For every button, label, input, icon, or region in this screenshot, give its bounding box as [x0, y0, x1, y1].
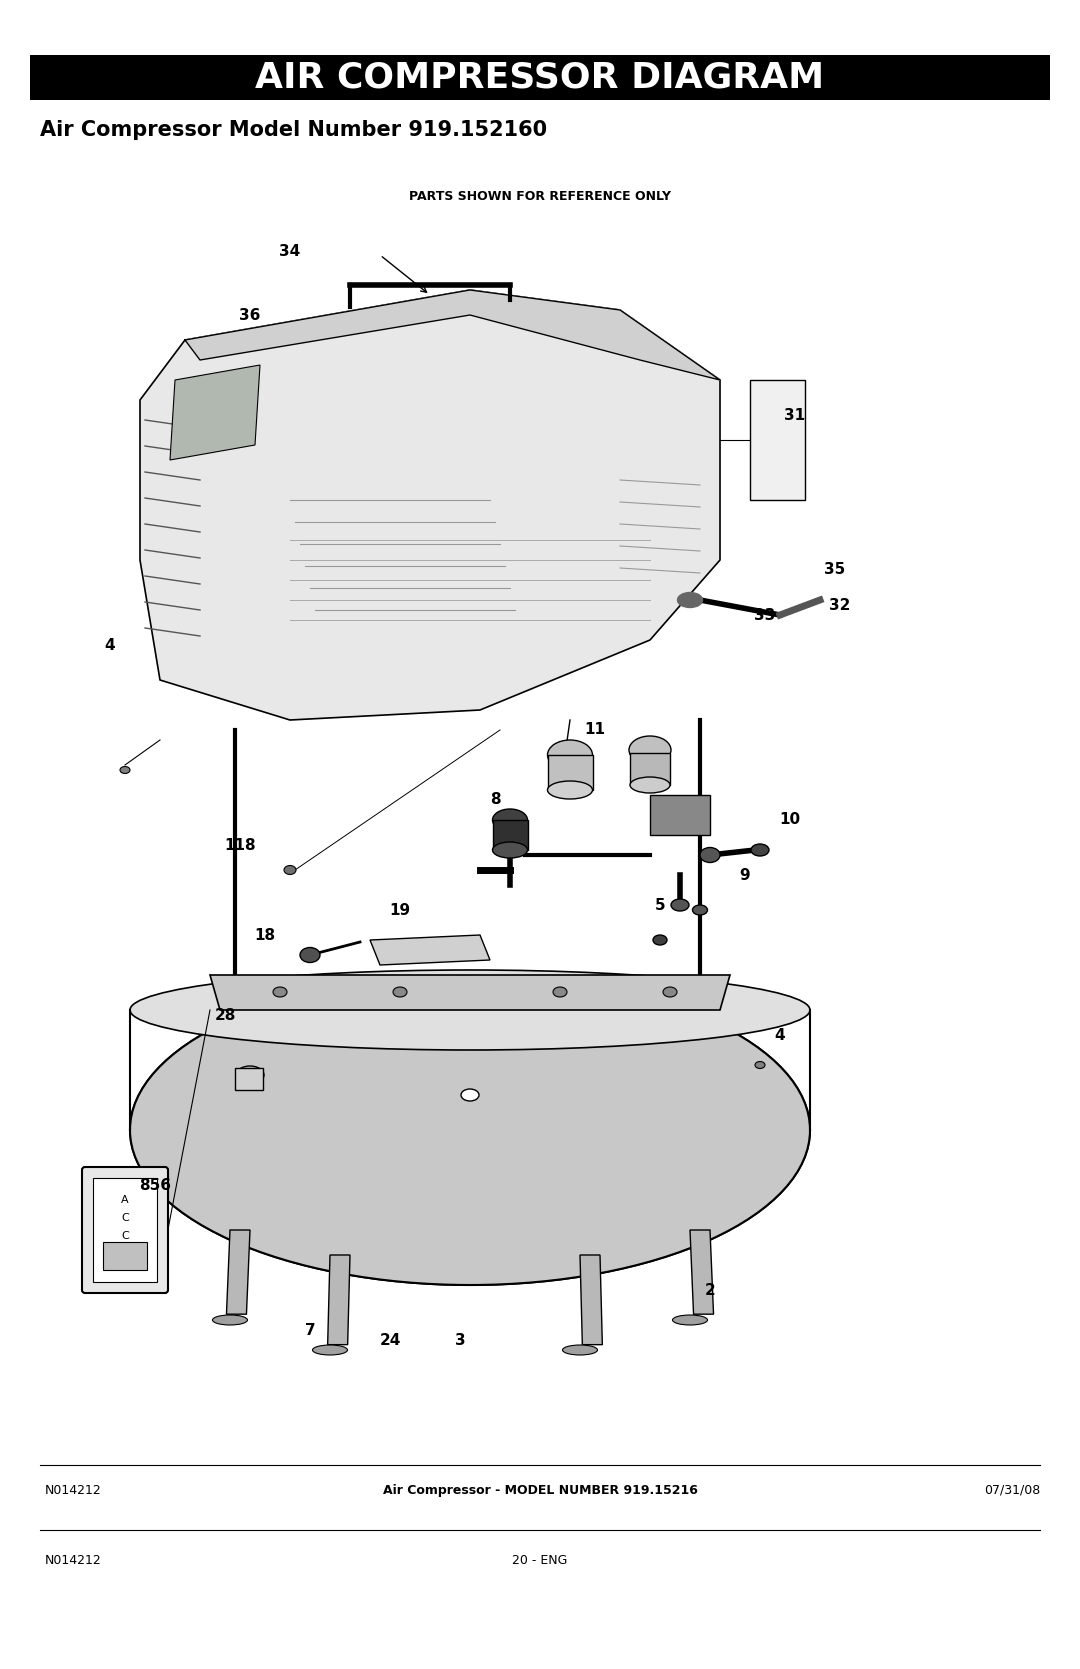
- Polygon shape: [227, 1230, 249, 1314]
- Ellipse shape: [237, 1066, 264, 1083]
- Text: 19: 19: [390, 903, 410, 918]
- Ellipse shape: [312, 1345, 348, 1355]
- Ellipse shape: [273, 986, 287, 996]
- Polygon shape: [327, 1255, 350, 1345]
- Polygon shape: [580, 1255, 603, 1345]
- Bar: [235, 1068, 264, 1090]
- Polygon shape: [170, 366, 260, 461]
- Bar: [103, 1242, 147, 1270]
- Text: PARTS SHOWN FOR REFERENCE ONLY: PARTS SHOWN FOR REFERENCE ONLY: [409, 190, 671, 204]
- Bar: [548, 754, 593, 789]
- Ellipse shape: [393, 986, 407, 996]
- Ellipse shape: [630, 778, 670, 793]
- Text: Air Compressor - MODEL NUMBER 919.15216: Air Compressor - MODEL NUMBER 919.15216: [382, 1484, 698, 1497]
- Ellipse shape: [563, 1345, 597, 1355]
- Ellipse shape: [492, 841, 527, 858]
- Ellipse shape: [120, 766, 130, 773]
- Polygon shape: [690, 1230, 714, 1314]
- Ellipse shape: [673, 1315, 707, 1325]
- Text: 118: 118: [225, 838, 256, 853]
- Text: 4: 4: [774, 1028, 785, 1043]
- Text: 11: 11: [584, 723, 606, 738]
- Text: 35: 35: [824, 562, 846, 577]
- Text: AIR COMPRESSOR DIAGRAM: AIR COMPRESSOR DIAGRAM: [256, 60, 824, 95]
- Ellipse shape: [130, 970, 810, 1050]
- Ellipse shape: [492, 809, 527, 831]
- Text: 33: 33: [754, 608, 775, 623]
- Text: 5: 5: [654, 898, 665, 913]
- Text: 28: 28: [214, 1008, 235, 1023]
- Polygon shape: [185, 290, 720, 381]
- Text: 10: 10: [780, 813, 800, 828]
- Ellipse shape: [130, 975, 810, 1285]
- Text: N014212: N014212: [45, 1554, 102, 1567]
- Bar: [630, 753, 670, 784]
- Text: 36: 36: [240, 307, 260, 322]
- Ellipse shape: [677, 592, 702, 608]
- Text: N014212: N014212: [45, 1484, 102, 1497]
- Ellipse shape: [629, 736, 671, 764]
- Text: Air Compressor Model Number 919.152160: Air Compressor Model Number 919.152160: [40, 120, 548, 140]
- Ellipse shape: [548, 781, 593, 799]
- Ellipse shape: [653, 935, 667, 945]
- Ellipse shape: [755, 1061, 765, 1068]
- Ellipse shape: [130, 975, 810, 1285]
- Text: 34: 34: [280, 244, 300, 259]
- Ellipse shape: [213, 1315, 247, 1325]
- Text: A: A: [121, 1195, 129, 1205]
- Ellipse shape: [300, 948, 320, 963]
- Ellipse shape: [548, 739, 593, 769]
- Bar: [30, 55, 1050, 100]
- Ellipse shape: [671, 900, 689, 911]
- Text: 18: 18: [255, 928, 275, 943]
- Ellipse shape: [663, 986, 677, 996]
- Polygon shape: [370, 935, 490, 965]
- Polygon shape: [140, 290, 720, 719]
- Text: 07/31/08: 07/31/08: [984, 1484, 1040, 1497]
- Ellipse shape: [553, 986, 567, 996]
- Text: C: C: [121, 1232, 129, 1242]
- Text: 4: 4: [105, 638, 116, 653]
- Ellipse shape: [692, 905, 707, 915]
- Text: 24: 24: [379, 1332, 401, 1347]
- Ellipse shape: [461, 1088, 480, 1102]
- Text: 31: 31: [784, 407, 806, 422]
- Bar: [750, 381, 805, 501]
- Ellipse shape: [284, 866, 296, 875]
- Bar: [93, 1178, 157, 1282]
- Text: 8: 8: [489, 793, 500, 808]
- Bar: [492, 819, 528, 850]
- FancyBboxPatch shape: [82, 1167, 168, 1293]
- Ellipse shape: [751, 845, 769, 856]
- Polygon shape: [210, 975, 730, 1010]
- Text: 2: 2: [704, 1282, 715, 1297]
- Text: 3: 3: [455, 1332, 465, 1347]
- Text: 32: 32: [829, 598, 851, 613]
- Text: 9: 9: [740, 868, 751, 883]
- Text: 856: 856: [139, 1178, 171, 1192]
- Bar: [650, 794, 710, 834]
- Text: C: C: [121, 1213, 129, 1223]
- Text: 20 - ENG: 20 - ENG: [512, 1554, 568, 1567]
- Ellipse shape: [700, 848, 720, 863]
- Text: 7: 7: [305, 1322, 315, 1337]
